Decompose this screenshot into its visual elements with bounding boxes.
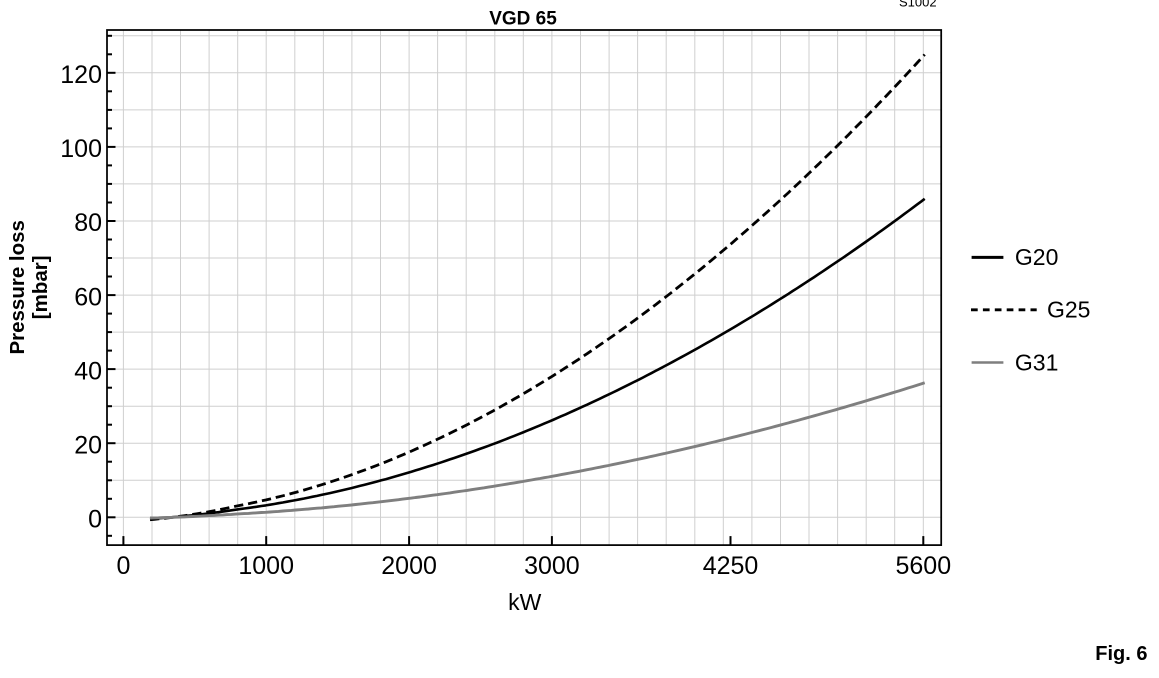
svg-text:[mbar]: [mbar] — [29, 255, 52, 319]
svg-text:G25: G25 — [1047, 296, 1090, 322]
svg-text:0: 0 — [88, 506, 102, 534]
svg-text:120: 120 — [60, 61, 102, 89]
svg-text:100: 100 — [60, 135, 102, 163]
svg-text:S1002: S1002 — [899, 0, 937, 10]
svg-text:2000: 2000 — [381, 552, 437, 580]
svg-text:5600: 5600 — [895, 552, 951, 580]
svg-text:0: 0 — [116, 552, 130, 580]
svg-text:4250: 4250 — [703, 552, 759, 580]
svg-text:Fig. 6: Fig. 6 — [1095, 643, 1147, 665]
svg-text:80: 80 — [74, 209, 102, 237]
svg-text:G20: G20 — [1015, 244, 1058, 270]
svg-text:G31: G31 — [1015, 350, 1058, 376]
svg-text:kW: kW — [508, 589, 542, 615]
svg-text:20: 20 — [74, 431, 102, 459]
svg-text:40: 40 — [74, 357, 102, 385]
svg-text:60: 60 — [74, 283, 102, 311]
svg-text:Pressure loss: Pressure loss — [6, 220, 29, 354]
svg-text:3000: 3000 — [524, 552, 580, 580]
svg-text:VGD 65: VGD 65 — [489, 9, 557, 30]
svg-text:1000: 1000 — [238, 552, 294, 580]
